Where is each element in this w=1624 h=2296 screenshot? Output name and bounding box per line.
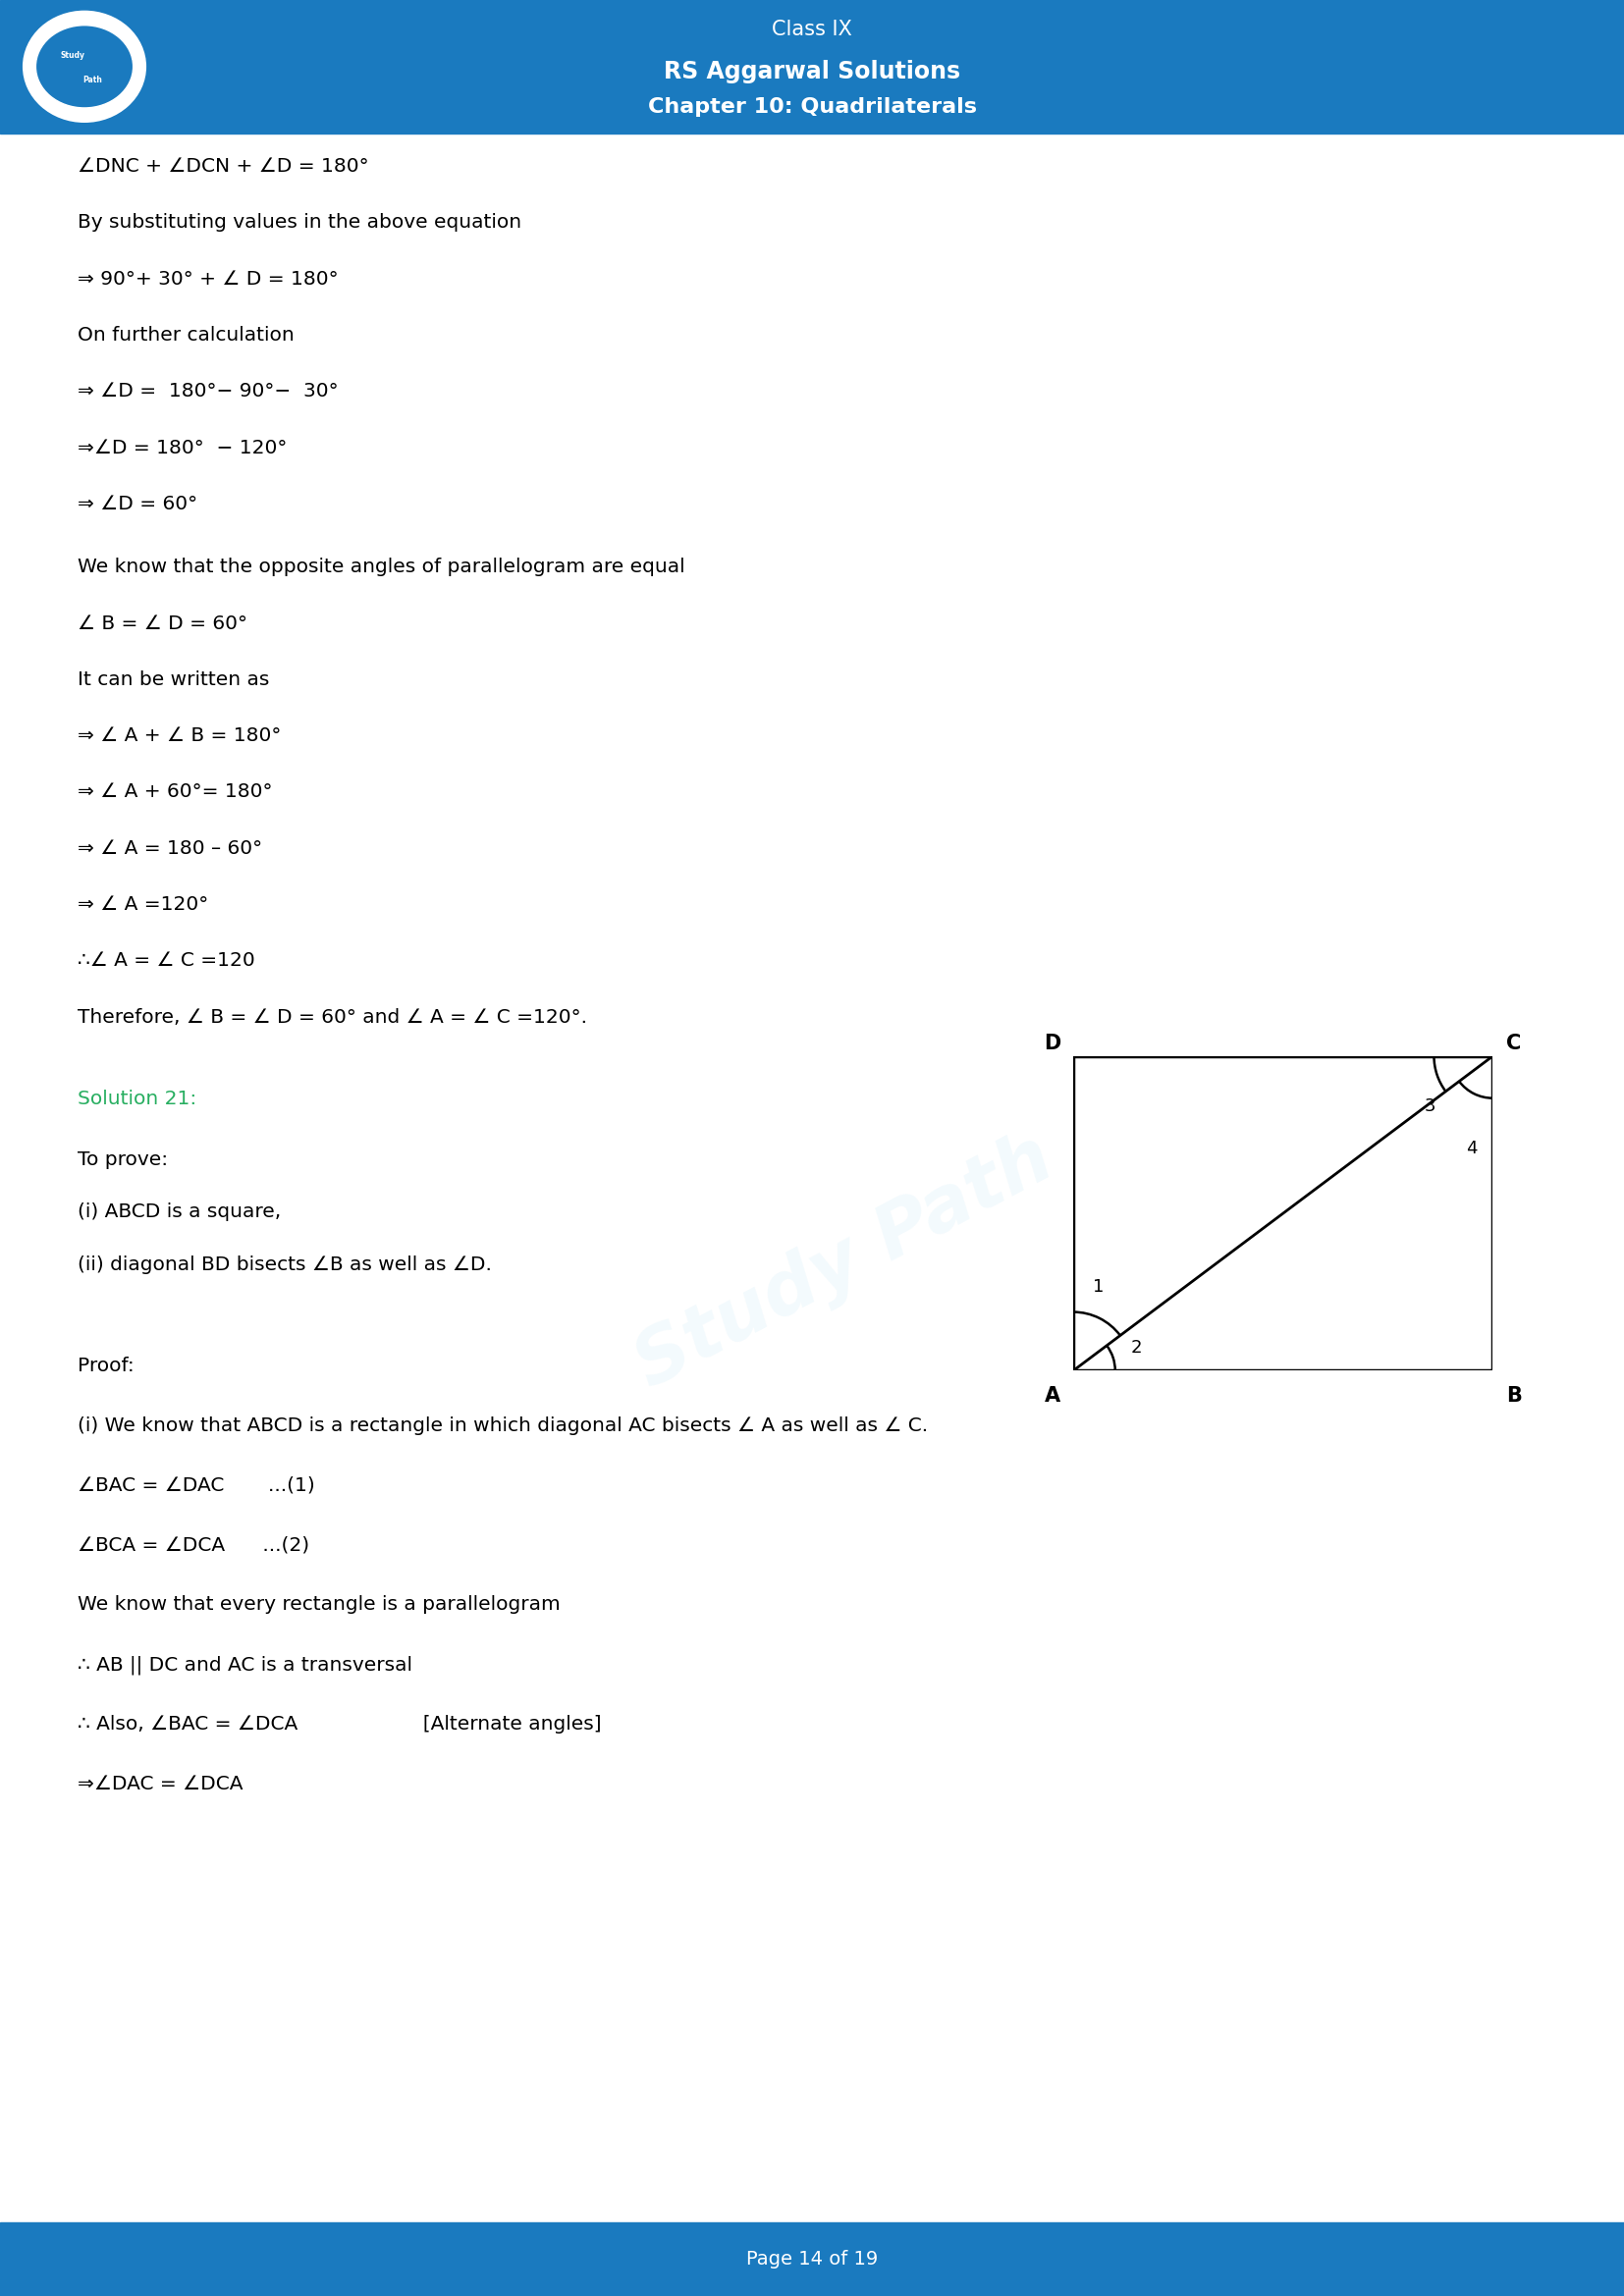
Ellipse shape [23,11,145,122]
Text: ⇒∠DAC = ∠DCA: ⇒∠DAC = ∠DCA [78,1775,244,1793]
Bar [0,2223,1624,2296]
Text: B: B [1505,1387,1522,1405]
Text: ⇒ ∠ A = 180 – 60°: ⇒ ∠ A = 180 – 60° [78,838,263,859]
Text: ∠ B = ∠ D = 60°: ∠ B = ∠ D = 60° [78,613,248,634]
Text: 2: 2 [1130,1339,1142,1357]
Bar [0,0,1624,133]
Text: RS Aggarwal Solutions: RS Aggarwal Solutions [664,60,960,83]
Text: Chapter 10: Quadrilaterals: Chapter 10: Quadrilaterals [648,96,976,117]
Text: On further calculation: On further calculation [78,326,294,344]
Text: ⇒ ∠ A + ∠ B = 180°: ⇒ ∠ A + ∠ B = 180° [78,726,281,746]
Text: ⇒ ∠ A =120°: ⇒ ∠ A =120° [78,895,209,914]
Text: Study: Study [60,51,86,60]
Text: D: D [1044,1033,1060,1054]
Text: A: A [1044,1387,1060,1405]
Text: By substituting values in the above equation: By substituting values in the above equa… [78,214,521,232]
Text: 4: 4 [1466,1139,1478,1157]
Text: Solution 21:: Solution 21: [78,1088,197,1109]
Text: ∠BCA = ∠DCA      ...(2): ∠BCA = ∠DCA ...(2) [78,1536,310,1554]
Text: ∠BAC = ∠DAC       ...(1): ∠BAC = ∠DAC ...(1) [78,1476,315,1495]
Text: Page 14 of 19: Page 14 of 19 [745,2250,879,2268]
Text: ⇒ ∠D = 60°: ⇒ ∠D = 60° [78,494,198,514]
Text: ⇒ ∠ A + 60°= 180°: ⇒ ∠ A + 60°= 180° [78,783,273,801]
Text: ∴∠ A = ∠ C =120: ∴∠ A = ∠ C =120 [78,951,255,971]
Text: 1: 1 [1093,1279,1104,1295]
Text: 3: 3 [1424,1097,1436,1116]
Text: ⇒∠D = 180°  − 120°: ⇒∠D = 180° − 120° [78,439,287,457]
Text: C: C [1505,1033,1522,1054]
Text: We know that the opposite angles of parallelogram are equal: We know that the opposite angles of para… [78,558,685,576]
Text: Study Path: Study Path [624,1123,1065,1403]
Text: It can be written as: It can be written as [78,670,270,689]
Text: To prove:: To prove: [78,1150,169,1169]
Text: ⇒ 90°+ 30° + ∠ D = 180°: ⇒ 90°+ 30° + ∠ D = 180° [78,269,339,289]
Text: Path: Path [83,76,102,85]
Text: We know that every rectangle is a parallelogram: We know that every rectangle is a parall… [78,1596,560,1614]
Ellipse shape [36,25,133,108]
Text: ∴ AB || DC and AC is a transversal: ∴ AB || DC and AC is a transversal [78,1655,412,1674]
Text: Proof:: Proof: [78,1357,135,1375]
Text: Therefore, ∠ B = ∠ D = 60° and ∠ A = ∠ C =120°.: Therefore, ∠ B = ∠ D = 60° and ∠ A = ∠ C… [78,1008,588,1026]
Text: ∴ Also, ∠BAC = ∠DCA                    [Alternate angles]: ∴ Also, ∠BAC = ∠DCA [Alternate angles] [78,1715,603,1733]
Text: ∠DNC + ∠DCN + ∠D = 180°: ∠DNC + ∠DCN + ∠D = 180° [78,156,369,177]
Text: ⇒ ∠D =  180°− 90°−  30°: ⇒ ∠D = 180°− 90°− 30° [78,381,339,402]
Text: (i) We know that ABCD is a rectangle in which diagonal AC bisects ∠ A as well as: (i) We know that ABCD is a rectangle in … [78,1417,929,1435]
Text: (i) ABCD is a square,: (i) ABCD is a square, [78,1203,281,1221]
Text: (ii) diagonal BD bisects ∠B as well as ∠D.: (ii) diagonal BD bisects ∠B as well as ∠… [78,1256,492,1274]
Text: Class IX: Class IX [771,21,853,39]
